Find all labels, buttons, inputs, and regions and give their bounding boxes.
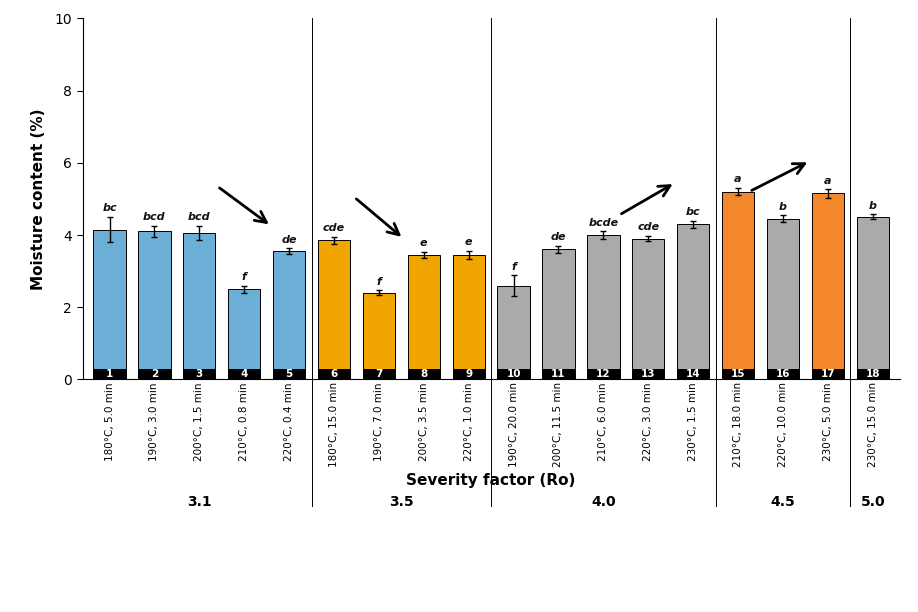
Text: 9: 9	[465, 370, 472, 379]
Bar	[408, 369, 440, 379]
Text: 4.5: 4.5	[770, 495, 795, 509]
Text: 12: 12	[596, 370, 610, 379]
Bar	[543, 250, 575, 379]
Text: 6: 6	[330, 370, 338, 379]
Bar	[588, 235, 620, 379]
Bar	[273, 252, 306, 379]
Bar	[722, 192, 755, 379]
Bar	[767, 218, 799, 379]
Bar	[498, 369, 530, 379]
Text: de: de	[282, 235, 297, 245]
Bar	[767, 369, 799, 379]
Text: e: e	[420, 238, 428, 248]
Text: 8: 8	[420, 370, 428, 379]
Bar	[856, 369, 889, 379]
Bar	[184, 233, 216, 379]
Text: bcd: bcd	[143, 212, 166, 222]
Bar	[363, 369, 395, 379]
Bar	[498, 286, 530, 379]
Bar	[94, 230, 126, 379]
Text: 3.5: 3.5	[389, 495, 414, 509]
Text: 13: 13	[641, 370, 655, 379]
Bar	[677, 369, 710, 379]
Text: a: a	[734, 174, 742, 184]
Text: 7: 7	[375, 370, 383, 379]
Text: 4: 4	[241, 370, 248, 379]
Text: b: b	[868, 201, 877, 211]
Text: f: f	[511, 262, 516, 272]
Text: bcde: bcde	[588, 218, 619, 228]
Text: 3: 3	[196, 370, 203, 379]
Bar	[453, 369, 485, 379]
Text: 1: 1	[106, 370, 113, 379]
Bar	[184, 369, 216, 379]
Text: cde: cde	[637, 223, 659, 233]
Bar	[139, 231, 171, 379]
Text: 5: 5	[285, 370, 293, 379]
Bar	[228, 289, 261, 379]
Bar	[633, 239, 665, 379]
Text: 18: 18	[866, 370, 880, 379]
Text: f: f	[376, 277, 381, 286]
Text: 16: 16	[776, 370, 790, 379]
Text: bc: bc	[102, 203, 117, 214]
Text: bcd: bcd	[188, 212, 210, 222]
Bar	[273, 369, 306, 379]
Text: 17: 17	[821, 370, 835, 379]
Bar	[812, 369, 844, 379]
Text: 14: 14	[686, 370, 700, 379]
Text: 15: 15	[731, 370, 745, 379]
Bar	[318, 241, 350, 379]
Text: f: f	[241, 272, 247, 282]
Text: 4.0: 4.0	[591, 495, 616, 509]
Bar	[856, 217, 889, 379]
Text: bc: bc	[686, 207, 700, 217]
Bar	[363, 293, 395, 379]
Text: a: a	[824, 176, 832, 185]
Bar	[94, 369, 126, 379]
Text: 3.1: 3.1	[187, 495, 212, 509]
Bar	[453, 255, 485, 379]
Text: cde: cde	[323, 223, 345, 233]
Bar	[633, 369, 665, 379]
Text: e: e	[465, 237, 473, 247]
X-axis label: Severity factor (Ro): Severity factor (Ro)	[407, 473, 576, 488]
Bar	[812, 193, 844, 379]
Y-axis label: Moisture content (%): Moisture content (%)	[31, 108, 46, 289]
Bar	[139, 369, 171, 379]
Bar	[677, 224, 710, 379]
Text: b: b	[778, 201, 787, 212]
Text: 10: 10	[507, 370, 521, 379]
Bar	[588, 369, 620, 379]
Bar	[722, 369, 755, 379]
Bar	[408, 255, 440, 379]
Text: 5.0: 5.0	[860, 495, 885, 509]
Text: 11: 11	[551, 370, 565, 379]
Bar	[318, 369, 350, 379]
Text: de: de	[551, 232, 566, 242]
Bar	[228, 369, 261, 379]
Text: 2: 2	[151, 370, 158, 379]
Bar	[543, 369, 575, 379]
